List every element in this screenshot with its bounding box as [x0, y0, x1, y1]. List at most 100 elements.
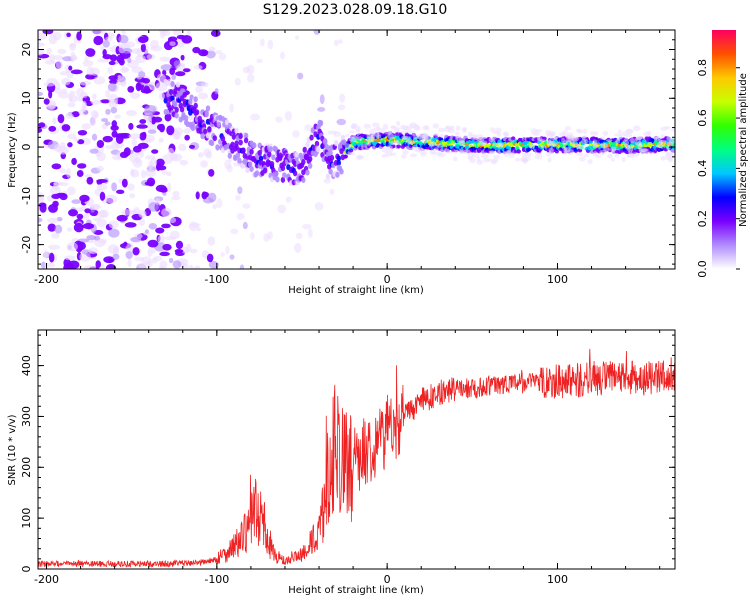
- spectrogram-cell: [61, 88, 68, 94]
- spectrogram-cell: [242, 203, 251, 209]
- spectrogram-cell: [443, 127, 452, 133]
- spectrogram-cell: [348, 148, 354, 153]
- spectrogram-cell: [490, 127, 496, 133]
- spectrogram-cell: [208, 168, 215, 177]
- spectrogram-cell: [564, 126, 572, 131]
- spectrogram-cell: [144, 181, 154, 186]
- spectrogram-cell: [132, 247, 140, 256]
- spectrogram-cell: [86, 176, 94, 185]
- spectrogram-cell: [431, 151, 438, 156]
- spectrogram-cell: [169, 217, 177, 224]
- spectrogram-cell: [333, 39, 339, 47]
- spectrogram-cell: [175, 81, 181, 88]
- spectrogram-cell: [293, 243, 302, 253]
- spectrogram-cell: [130, 168, 135, 177]
- spectrogram-cell: [395, 140, 400, 145]
- spectrogram-cell: [155, 161, 161, 171]
- spectrogram-cell: [197, 115, 203, 122]
- spectrogram-cell: [504, 150, 511, 154]
- spectrogram-cell: [84, 208, 92, 214]
- spectrogram-cell: [172, 190, 180, 197]
- spectrogram-cell: [129, 92, 141, 99]
- spectrogram-cell: [138, 218, 146, 227]
- spectrogram-cell: [548, 140, 556, 145]
- spectrogram-y-ticks: -20 -10 0 10 20: [20, 29, 675, 265]
- spectrogram-cell: [91, 93, 97, 100]
- spectrogram-cell: [194, 109, 200, 116]
- snr-x-ticks: -200 -100 0 100: [34, 330, 661, 586]
- spectrogram-cell: [579, 155, 586, 162]
- spectrogram-cell: [159, 56, 171, 62]
- snr-x-axis-label: Height of straight line (km): [288, 585, 424, 596]
- spectrogram-y-tick-label: 20: [20, 43, 33, 57]
- spectrogram-cell: [368, 128, 376, 135]
- spectrogram-cell: [51, 163, 62, 170]
- spectrogram-cell: [402, 150, 409, 155]
- spectrogram-cell: [301, 159, 306, 166]
- spectrogram-cell: [344, 143, 352, 149]
- spectrogram-cell: [243, 132, 249, 139]
- spectrogram-cell: [84, 55, 89, 62]
- spectrogram-cell: [357, 155, 365, 160]
- spectrogram-cell: [294, 35, 300, 40]
- spectrogram-cell: [71, 199, 82, 204]
- spectrogram-cell: [635, 135, 643, 141]
- spectrogram-cell: [117, 74, 122, 81]
- spectrogram-cell: [128, 133, 141, 140]
- spectrogram-cell: [135, 54, 146, 64]
- spectrogram-cell: [429, 142, 438, 147]
- spectrogram-cell: [238, 133, 243, 140]
- spectrogram-cell: [105, 89, 111, 98]
- spectrogram-cell: [120, 66, 129, 74]
- spectrogram-cell: [108, 75, 118, 81]
- spectrogram-cell: [292, 130, 300, 138]
- spectrogram-cell: [66, 227, 73, 232]
- spectrogram-cell: [309, 134, 314, 141]
- spectrogram-cell: [123, 241, 128, 247]
- spectrogram-cell: [348, 130, 356, 134]
- spectrogram-cell: [229, 103, 234, 113]
- spectrogram-cell: [77, 129, 88, 136]
- spectrogram-cell: [458, 137, 465, 144]
- spectrogram-cell: [111, 140, 120, 151]
- spectrogram-cell: [50, 232, 60, 239]
- spectrogram-cell: [227, 152, 232, 159]
- spectrogram-cell: [131, 138, 138, 147]
- spectrogram-cell: [407, 129, 413, 135]
- spectrogram-cell: [162, 243, 172, 251]
- spectrogram-cell: [454, 131, 460, 136]
- spectrogram-cell: [40, 261, 46, 269]
- spectrogram-cell: [174, 106, 179, 113]
- spectrogram-cell: [68, 65, 73, 71]
- spectrogram-cell: [128, 122, 134, 130]
- spectrogram-cell: [130, 236, 142, 243]
- spectrogram-cell: [479, 142, 487, 146]
- spectrogram-cell: [404, 126, 410, 131]
- spectrogram-cell: [635, 140, 643, 146]
- spectrogram-cell: [252, 142, 257, 149]
- spectrogram-cell: [175, 71, 186, 77]
- spectrogram-cell: [259, 38, 265, 47]
- spectrogram-cell: [646, 130, 652, 137]
- spectrogram-cell: [566, 132, 574, 137]
- spectrogram-cell: [93, 75, 106, 85]
- spectrogram-cell: [116, 214, 128, 222]
- spectrogram-cell: [108, 93, 119, 104]
- spectrogram-cell: [203, 128, 208, 135]
- spectrogram-y-tick-label: 10: [20, 91, 33, 105]
- spectrogram-cell: [127, 57, 132, 64]
- spectrogram-cell: [660, 155, 666, 161]
- spectrogram-cell: [189, 264, 194, 269]
- spectrogram-cell: [317, 107, 326, 112]
- spectrogram-cell: [111, 130, 118, 138]
- spectrogram-cell: [538, 137, 543, 142]
- spectrogram-cell: [146, 53, 156, 60]
- spectrogram-cell: [47, 223, 56, 232]
- spectrogram-cell: [82, 223, 95, 230]
- spectrogram-cell: [607, 153, 613, 158]
- spectrogram-cell: [622, 140, 630, 146]
- spectrogram-cell: [79, 80, 92, 86]
- spectrogram-cell: [171, 196, 181, 201]
- spectrogram-cell: [329, 154, 335, 161]
- spectrogram-cell: [408, 124, 414, 130]
